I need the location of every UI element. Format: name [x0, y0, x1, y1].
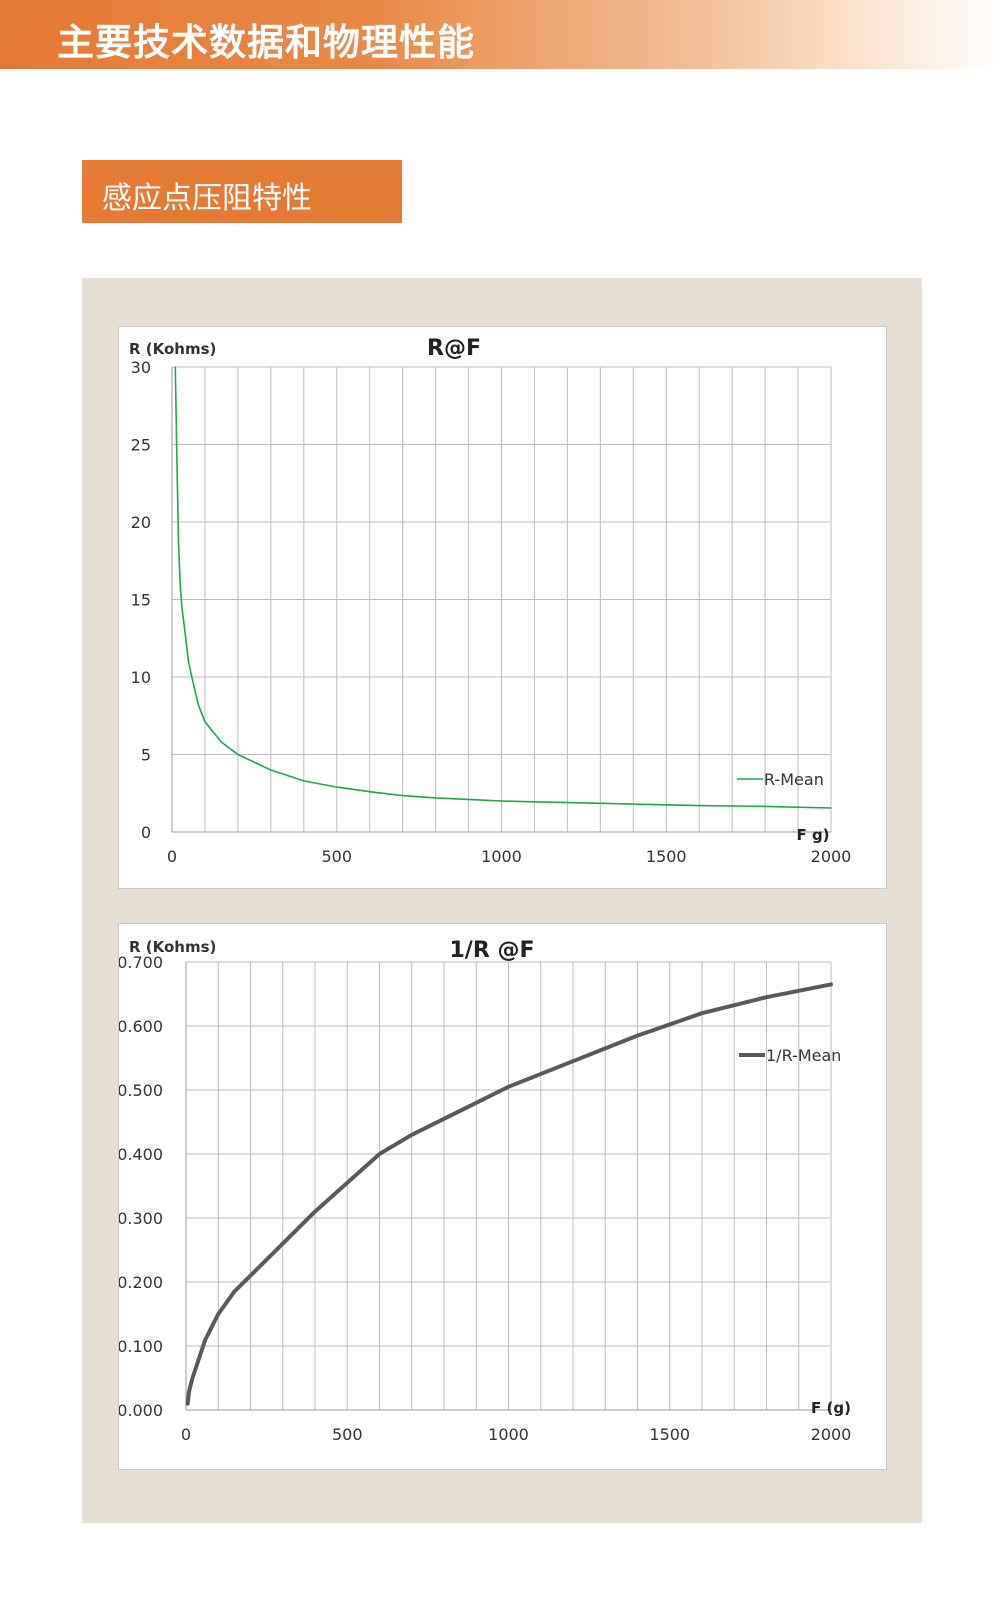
- chart1-x-tick-label: 0: [167, 847, 177, 866]
- chart2-y-tick-label: 0.000: [119, 1401, 163, 1420]
- chart1-y-tick-label: 5: [141, 746, 151, 765]
- chart2-y-tick-label: 0.700: [119, 953, 163, 972]
- chart1-title: R@F: [427, 336, 481, 361]
- chart-inverse-r-vs-force: 0.000 0.100 0.200 0.300 0.400 0.500 0.600 0.700…: [118, 923, 887, 1470]
- chart1-legend-label: R-Mean: [764, 770, 824, 789]
- chart-panel: 0 5 10 15 20 25 30 0 500 1000 1500 2000 R@F R (Kohms)…: [82, 278, 922, 1523]
- chart1-x-tick-label: 500: [321, 847, 352, 866]
- chart1-y-tick-label: 0: [141, 823, 151, 842]
- chart2-x-tick-label: 1500: [649, 1425, 690, 1444]
- chart2-y-tick-label: 0.500: [119, 1081, 163, 1100]
- page-title: 主要技术数据和物理性能: [57, 21, 475, 64]
- chart2-x-axis-label: F (g): [811, 1399, 851, 1417]
- chart2-y-tick-label: 0.100: [119, 1337, 163, 1356]
- chart1-y-tick-label: 30: [131, 358, 151, 377]
- chart2-x-tick-label: 2000: [811, 1425, 852, 1444]
- chart1-y-tick-label: 25: [131, 436, 151, 455]
- chart1-y-tick-label: 20: [131, 513, 151, 532]
- chart1-y-axis-label: R (Kohms): [129, 340, 216, 358]
- chart2-title: 1/R @F: [450, 938, 535, 963]
- chart2-y-tick-label: 0.300: [119, 1209, 163, 1228]
- chart2-y-tick-label: 0.400: [119, 1145, 163, 1164]
- chart-inverse-r-vs-force-svg: 0.000 0.100 0.200 0.300 0.400 0.500 0.600 0.700…: [119, 938, 852, 1444]
- chart1-y-tick-label: 15: [131, 591, 151, 610]
- chart-r-vs-force-svg: 0 5 10 15 20 25 30 0 500 1000 1500 2000 R@F R (Kohms)…: [129, 336, 852, 866]
- chart-r-vs-force: 0 5 10 15 20 25 30 0 500 1000 1500 2000 R@F R (Kohms)…: [118, 326, 887, 889]
- section-heading-box: 感应点压阻特性: [82, 160, 402, 223]
- chart2-x-tick-label: 1000: [488, 1425, 529, 1444]
- header-bar: 主要技术数据和物理性能: [0, 0, 1000, 69]
- chart1-y-tick-label: 10: [131, 668, 151, 687]
- chart1-x-tick-label: 1000: [481, 847, 522, 866]
- chart2-legend-label: 1/R-Mean: [766, 1046, 841, 1065]
- chart1-x-axis-label: F g): [796, 826, 829, 844]
- chart2-x-tick-label: 500: [332, 1425, 363, 1444]
- chart1-x-tick-label: 2000: [811, 847, 852, 866]
- chart1-x-tick-label: 1500: [646, 847, 687, 866]
- chart2-y-axis-label: R (Kohms): [129, 938, 216, 956]
- chart2-y-tick-label: 0.600: [119, 1017, 163, 1036]
- chart2-series-line: [185, 982, 833, 1406]
- chart2-y-tick-label: 0.200: [119, 1273, 163, 1292]
- section-title: 感应点压阻特性: [102, 181, 312, 216]
- chart2-x-tick-label: 0: [181, 1425, 191, 1444]
